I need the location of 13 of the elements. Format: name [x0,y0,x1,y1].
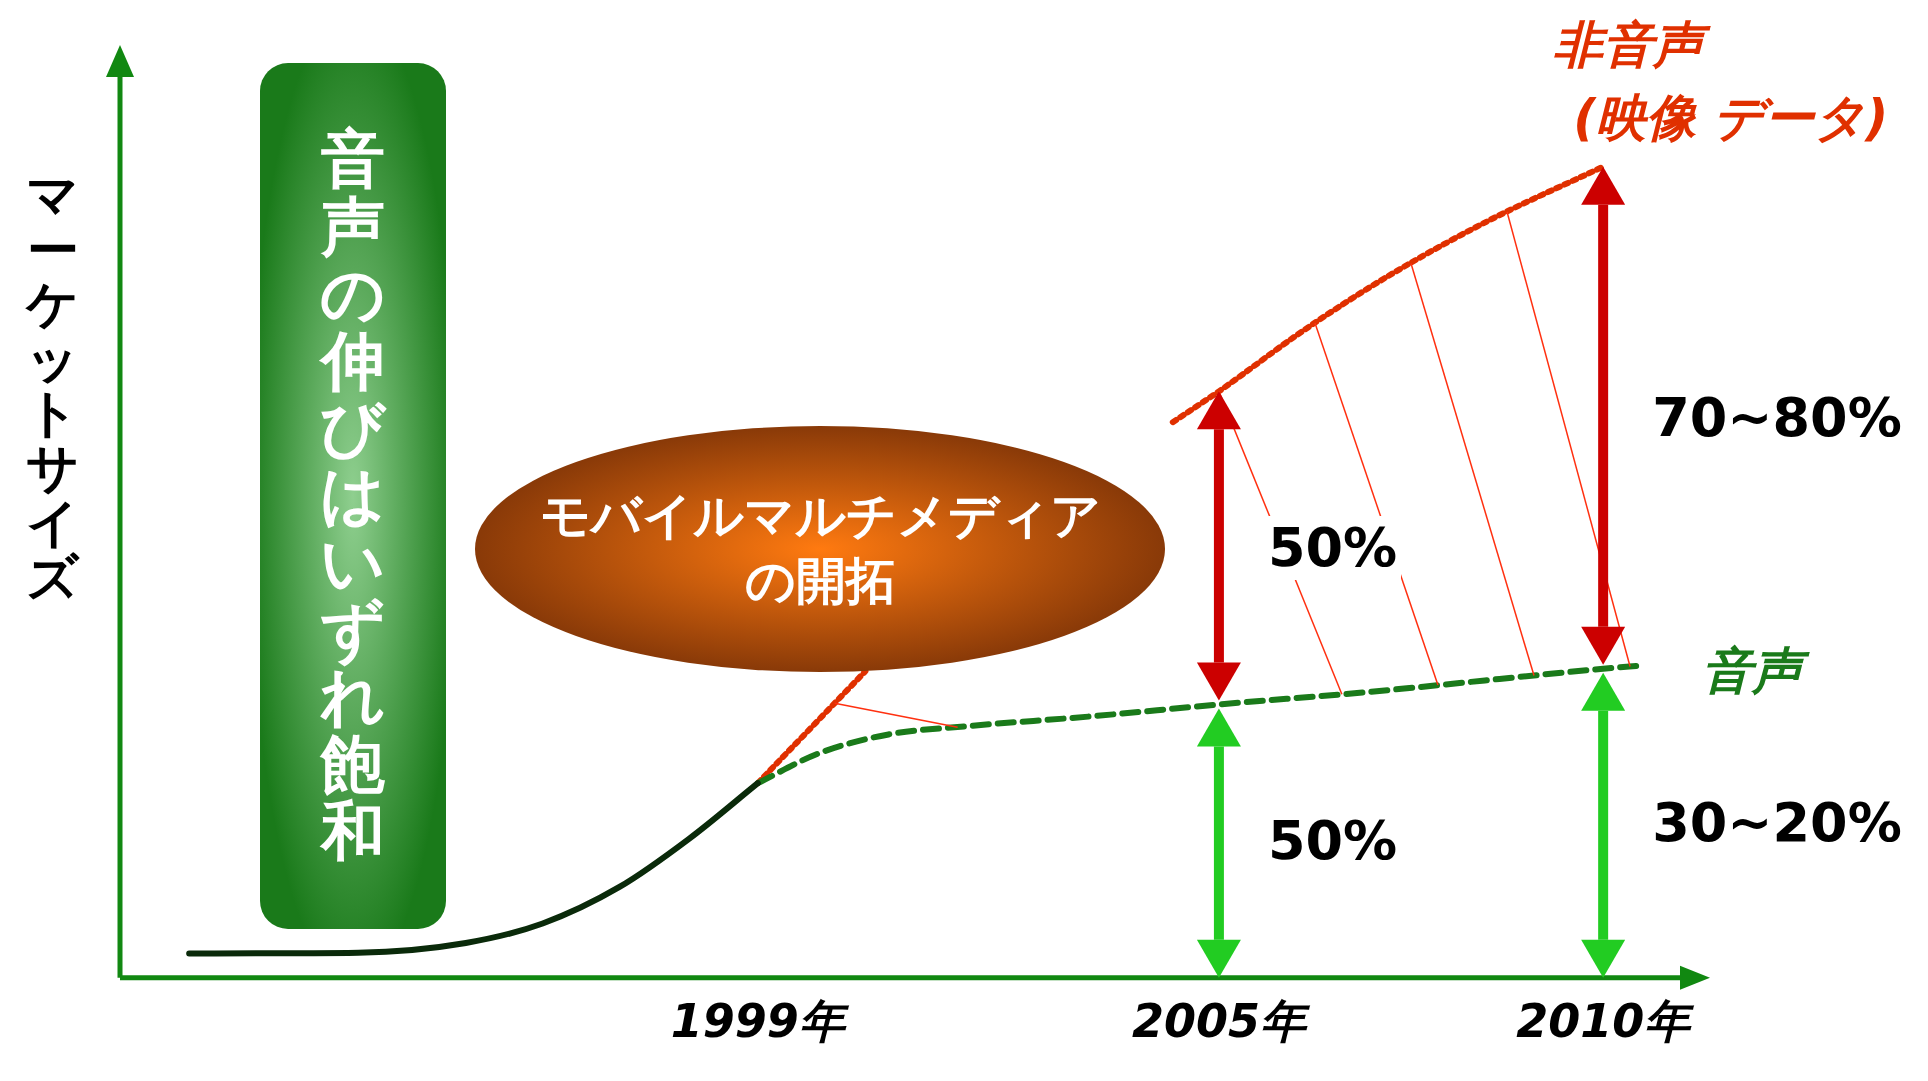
ellipse: モバイルマルチメディアの開拓 [475,426,1165,672]
annotation: 70~80% [1648,385,1906,450]
x-tick-label: 1999年 [670,994,850,1049]
x-tick-label: 2010年 [1516,994,1696,1049]
series-label: 非音声 (映像 データ) [1553,15,1889,147]
annotation: 50% [1263,809,1402,874]
annotation: モバイルマルチメディアの開拓 [538,486,1102,612]
series-label: 音声 [1701,642,1810,701]
annotation: 50% [1263,515,1402,580]
rounded-box: 音声の伸びはいずれ飽和 [260,63,446,929]
annotation: 30~20% [1648,791,1906,856]
y-axis-title: マーケットサイズ [26,165,79,608]
x-tick-label: 2005年 [1131,994,1311,1049]
